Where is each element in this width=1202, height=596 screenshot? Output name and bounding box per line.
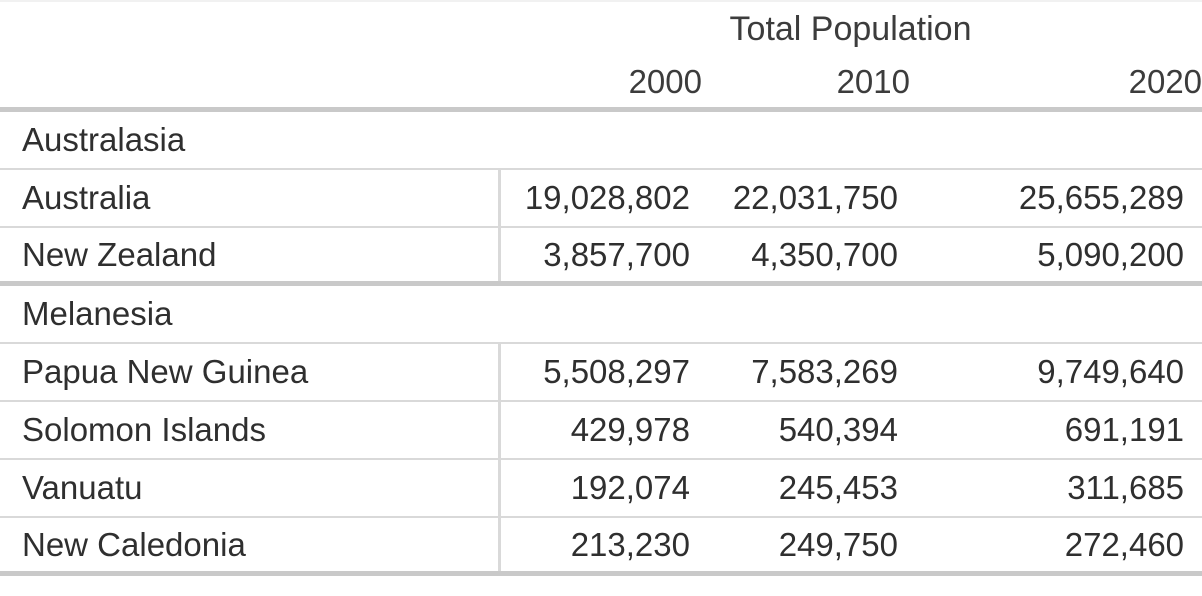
title-corner-spacer: [0, 1, 499, 57]
population-value-cell: 4,350,700: [702, 227, 910, 286]
year-header-row: 2000 2010 2020: [0, 57, 1202, 112]
population-value-cell: 245,453: [702, 459, 910, 518]
population-value-cell: 272,460: [910, 517, 1202, 576]
year-header-2000: 2000: [499, 57, 702, 112]
population-value-cell: 192,074: [499, 459, 702, 518]
population-value-cell: 19,028,802: [499, 169, 702, 228]
population-value-cell: 25,655,289: [910, 169, 1202, 228]
population-value-cell: 22,031,750: [702, 169, 910, 228]
country-name-cell: Vanuatu: [0, 459, 501, 518]
table-row-vanuatu: Vanuatu 192,074 245,453 311,685: [0, 459, 1202, 518]
table-title: Total Population: [729, 10, 972, 48]
population-value-cell: 9,749,640: [910, 343, 1202, 402]
table-row-australia: Australia 19,028,802 22,031,750 25,655,2…: [0, 169, 1202, 228]
table-row-new-caledonia: New Caledonia 213,230 249,750 272,460: [0, 517, 1202, 576]
population-table: Total Population 2000 2010 2020 Australa…: [0, 0, 1202, 576]
country-name-cell: New Zealand: [0, 227, 501, 286]
population-value-cell: 249,750: [702, 517, 910, 576]
table-row-papua-new-guinea: Papua New Guinea 5,508,297 7,583,269 9,7…: [0, 343, 1202, 402]
population-value-cell: 429,978: [499, 401, 702, 460]
population-value-cell: 213,230: [499, 517, 702, 576]
year-header-2020: 2020: [910, 57, 1202, 112]
country-name-cell: Papua New Guinea: [0, 343, 501, 402]
country-name-cell: Australia: [0, 169, 501, 228]
population-value-cell: 5,508,297: [499, 343, 702, 402]
section-row-melanesia: Melanesia: [0, 283, 1202, 344]
table-row-new-zealand: New Zealand 3,857,700 4,350,700 5,090,20…: [0, 227, 1202, 286]
section-row-australasia: Australasia: [0, 109, 1202, 170]
year-corner-spacer: [0, 57, 499, 112]
country-name-cell: Solomon Islands: [0, 401, 501, 460]
section-label: Melanesia: [0, 283, 1202, 344]
population-value-cell: 3,857,700: [499, 227, 702, 286]
year-header-2010: 2010: [702, 57, 910, 112]
table-title-row: Total Population: [0, 1, 1202, 57]
section-label: Australasia: [0, 109, 1202, 170]
population-value-cell: 691,191: [910, 401, 1202, 460]
population-value-cell: 311,685: [910, 459, 1202, 518]
country-name-cell: New Caledonia: [0, 517, 501, 576]
population-value-cell: 5,090,200: [910, 227, 1202, 286]
population-value-cell: 540,394: [702, 401, 910, 460]
table-row-solomon-islands: Solomon Islands 429,978 540,394 691,191: [0, 401, 1202, 460]
population-value-cell: 7,583,269: [702, 343, 910, 402]
